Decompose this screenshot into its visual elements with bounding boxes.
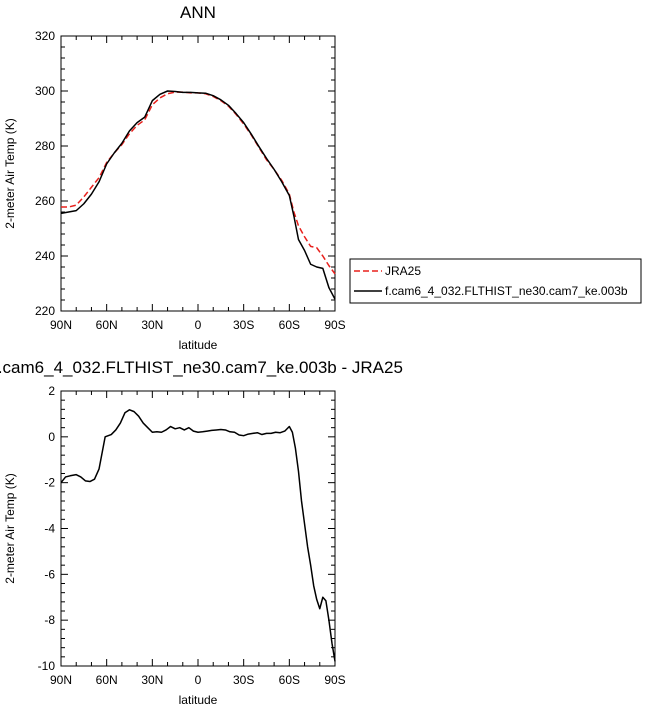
x-tick-label: 60S [279,318,300,332]
y-tick-label: 2 [48,384,55,398]
y-axis-label: 2-meter Air Temp (K) [3,118,17,228]
x-tick-label: 30N [141,318,163,332]
series-line-model [60,90,336,300]
series-line-model [60,409,336,662]
legend-box [349,258,642,304]
x-tick-label: 0 [195,318,202,332]
y-tick-label: 240 [35,249,55,263]
y-tick-label: 220 [35,304,55,318]
bottom-panel: f.cam6_4_032.FLTHIST_ne30.cam7_ke.003b -… [0,358,403,707]
y-tick-label: 260 [35,194,55,208]
x-tick-label: 30S [233,318,254,332]
x-tick-label: 90N [50,673,72,687]
y-tick-label: -6 [44,567,55,581]
top-panel: ANN 90N 60N 30N 0 30S 60S 90S 220 240 260 280 300 320… [3,3,346,352]
x-tick-label: 30S [233,673,254,687]
x-tick-label: 0 [195,673,202,687]
x-tick-label: 30N [141,673,163,687]
y-tick-label: -4 [44,522,55,536]
x-tick-label: 90S [324,673,345,687]
y-tick-label: 280 [35,139,55,153]
chart-title: ANN [180,3,216,22]
legend-entry: f.cam6_4_032.FLTHIST_ne30.cam7_ke.003b [385,284,628,298]
x-tick-label: 60S [279,673,300,687]
y-tick-label: -10 [38,659,56,673]
x-axis-label: latitude [179,693,218,707]
y-tick-label: -2 [44,476,55,490]
y-tick-label: 300 [35,84,55,98]
x-tick-label: 90N [50,318,72,332]
x-tick-label: 60N [96,318,118,332]
series-line-jra25 [61,91,336,275]
chart-title: f.cam6_4_032.FLTHIST_ne30.cam7_ke.003b -… [0,358,403,377]
y-axis-label: 2-meter Air Temp (K) [3,473,17,583]
legend-entry: JRA25 [385,264,421,278]
x-tick-label: 60N [96,673,118,687]
x-tick-label: 90S [324,318,345,332]
y-tick-label: 0 [48,430,55,444]
y-tick-label: 320 [35,29,55,43]
x-axis-label: latitude [179,338,218,352]
y-tick-label: -8 [44,613,55,627]
legend: JRA25 f.cam6_4_032.FLTHIST_ne30.cam7_ke.0… [349,258,642,304]
